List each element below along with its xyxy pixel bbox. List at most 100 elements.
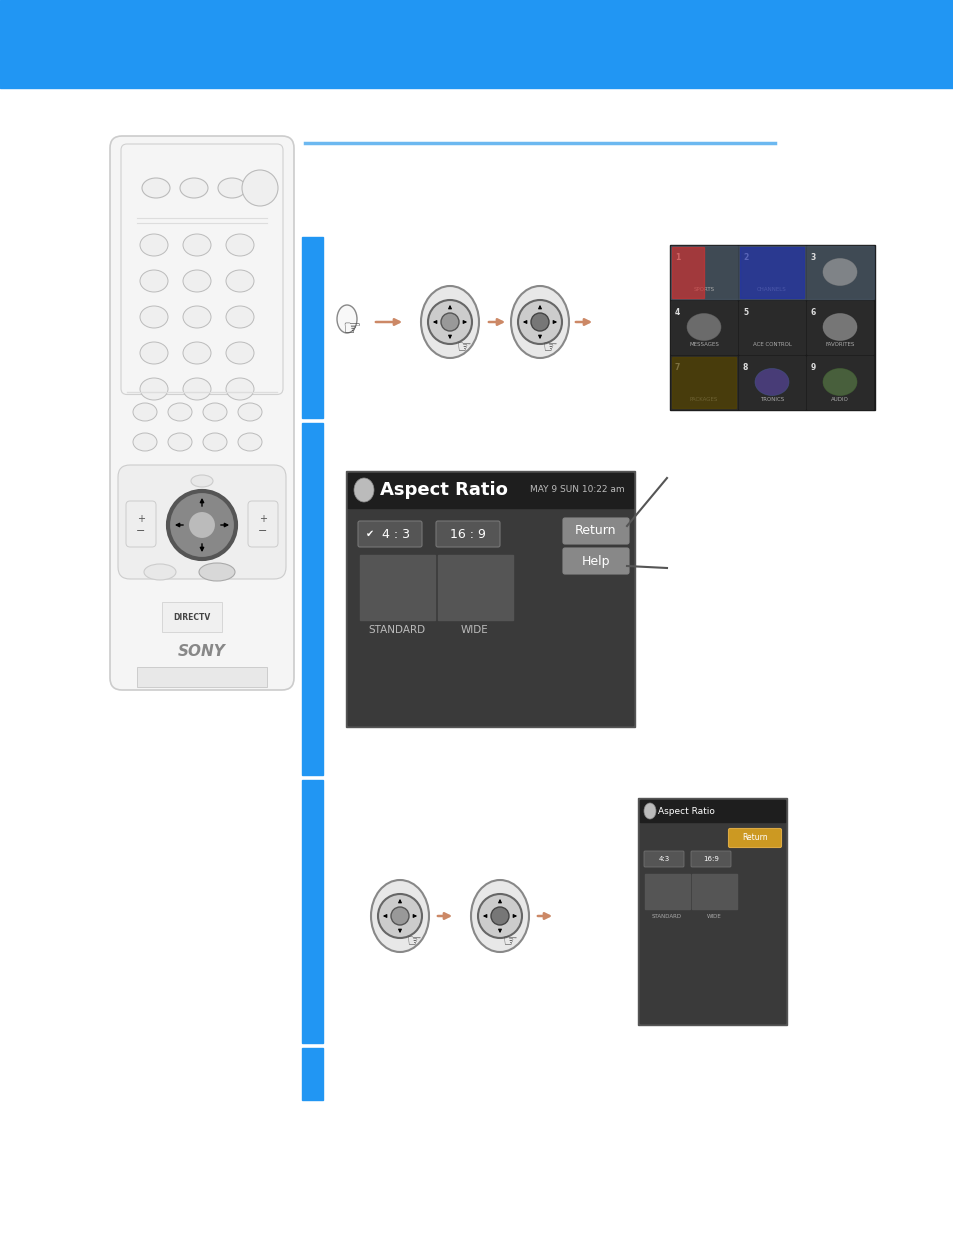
FancyBboxPatch shape <box>126 501 156 547</box>
Bar <box>669 245 874 410</box>
Bar <box>739 301 804 354</box>
FancyBboxPatch shape <box>248 501 277 547</box>
Bar <box>739 356 804 409</box>
FancyBboxPatch shape <box>436 521 499 547</box>
Bar <box>670 246 873 299</box>
FancyBboxPatch shape <box>121 144 283 394</box>
Text: WIDE: WIDE <box>706 914 720 920</box>
Text: 16:9: 16:9 <box>702 856 719 862</box>
Bar <box>670 356 737 409</box>
Bar <box>806 301 872 354</box>
Text: 3: 3 <box>810 253 816 262</box>
Text: Aspect Ratio: Aspect Ratio <box>379 480 507 499</box>
Ellipse shape <box>226 306 253 329</box>
Bar <box>670 246 737 299</box>
Ellipse shape <box>168 433 192 451</box>
Bar <box>639 823 784 1023</box>
Ellipse shape <box>822 314 856 341</box>
Ellipse shape <box>203 403 227 421</box>
Ellipse shape <box>237 403 262 421</box>
Ellipse shape <box>199 563 234 580</box>
Ellipse shape <box>354 478 374 501</box>
Bar <box>302 237 323 417</box>
Ellipse shape <box>168 403 192 421</box>
Text: +: + <box>137 514 145 524</box>
Bar <box>806 246 872 299</box>
Circle shape <box>491 906 509 925</box>
Text: +: + <box>258 514 267 524</box>
Bar <box>739 246 804 299</box>
Text: Return: Return <box>575 525 616 537</box>
Ellipse shape <box>643 803 656 819</box>
Text: 7: 7 <box>675 363 679 372</box>
Bar <box>639 800 784 823</box>
Bar <box>302 1049 323 1100</box>
Bar <box>348 508 633 725</box>
Text: SPORTS: SPORTS <box>693 287 714 291</box>
Text: ☞: ☞ <box>406 932 421 950</box>
Circle shape <box>188 511 215 538</box>
Ellipse shape <box>140 233 168 256</box>
Text: SONY: SONY <box>178 645 226 659</box>
Text: 1: 1 <box>675 253 679 262</box>
Bar <box>348 473 633 725</box>
Text: ☞: ☞ <box>542 338 557 356</box>
Text: ✔: ✔ <box>366 529 374 538</box>
Text: 4:3: 4:3 <box>658 856 669 862</box>
Circle shape <box>440 312 458 331</box>
Ellipse shape <box>140 270 168 291</box>
Ellipse shape <box>183 378 211 400</box>
Text: Return: Return <box>741 834 767 842</box>
Text: WIDE: WIDE <box>460 625 488 635</box>
Circle shape <box>391 906 409 925</box>
Text: 4 : 3: 4 : 3 <box>381 527 410 541</box>
Ellipse shape <box>183 233 211 256</box>
Ellipse shape <box>226 270 253 291</box>
FancyBboxPatch shape <box>643 851 683 867</box>
Text: 9: 9 <box>810 363 816 372</box>
Text: PACKAGES: PACKAGES <box>689 396 718 403</box>
Ellipse shape <box>754 368 788 395</box>
Bar <box>137 667 267 687</box>
Ellipse shape <box>822 368 856 395</box>
FancyBboxPatch shape <box>562 517 628 543</box>
Text: Aspect Ratio: Aspect Ratio <box>658 806 714 815</box>
Bar <box>644 874 689 909</box>
Bar <box>638 798 786 1025</box>
Bar <box>0 0 953 88</box>
Bar <box>671 357 735 408</box>
Bar <box>806 356 872 409</box>
Ellipse shape <box>237 433 262 451</box>
Circle shape <box>531 312 548 331</box>
Ellipse shape <box>686 314 720 341</box>
Text: ☞: ☞ <box>456 338 471 356</box>
Circle shape <box>168 492 235 559</box>
Ellipse shape <box>226 378 253 400</box>
Text: ACE CONTROL: ACE CONTROL <box>752 342 791 347</box>
Ellipse shape <box>203 433 227 451</box>
Circle shape <box>242 170 277 206</box>
Ellipse shape <box>471 881 529 952</box>
Circle shape <box>428 300 472 345</box>
Bar <box>671 247 703 298</box>
Text: 2: 2 <box>742 253 747 262</box>
Text: ☞: ☞ <box>342 319 361 338</box>
Bar <box>162 601 222 632</box>
FancyBboxPatch shape <box>357 521 421 547</box>
FancyBboxPatch shape <box>118 466 286 579</box>
FancyBboxPatch shape <box>728 829 781 847</box>
Text: STANDARD: STANDARD <box>651 914 681 920</box>
Text: CHANNELS: CHANNELS <box>757 287 786 291</box>
Text: MAY 9 SUN 10:22 am: MAY 9 SUN 10:22 am <box>530 485 624 494</box>
Text: Help: Help <box>581 555 610 568</box>
Text: FAVORITES: FAVORITES <box>824 342 854 347</box>
Text: AUDIO: AUDIO <box>830 396 848 403</box>
Bar <box>302 424 323 776</box>
Ellipse shape <box>142 178 170 198</box>
Ellipse shape <box>183 342 211 364</box>
Text: 16 : 9: 16 : 9 <box>450 527 485 541</box>
Bar <box>740 247 803 298</box>
Circle shape <box>477 894 521 939</box>
Text: ☞: ☞ <box>502 932 517 950</box>
FancyBboxPatch shape <box>690 851 730 867</box>
